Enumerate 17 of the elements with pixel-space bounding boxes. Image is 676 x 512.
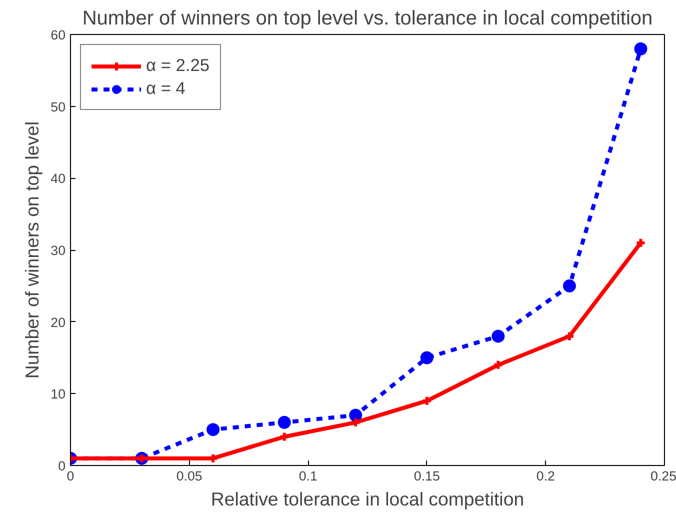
- legend-label: α = 4: [146, 78, 186, 99]
- y-tick-label: 60: [50, 28, 66, 42]
- y-tick-label: 10: [50, 386, 66, 402]
- chart-title: Number of winners on top level vs. tolerance in local competition: [82, 8, 653, 30]
- y-tick-label: 20: [50, 314, 66, 330]
- x-tick-label: 0.25: [650, 468, 676, 484]
- x-tick-label: 0.1: [298, 468, 318, 484]
- y-tick-label: 50: [50, 99, 66, 114]
- x-tick-label: 0.2: [536, 468, 555, 484]
- y-tick-label: 40: [50, 171, 66, 186]
- x-tick-label: 0.15: [414, 468, 440, 484]
- x-tick-label: 0.05: [176, 468, 202, 484]
- x-axis-title: Relative tolerance in local competition: [210, 488, 524, 510]
- legend-label: α = 2.25: [146, 55, 210, 76]
- y-axis-title: Number of winners on top level: [22, 121, 43, 379]
- y-tick-label: 30: [50, 243, 66, 258]
- y-tick-label: 0: [58, 458, 66, 474]
